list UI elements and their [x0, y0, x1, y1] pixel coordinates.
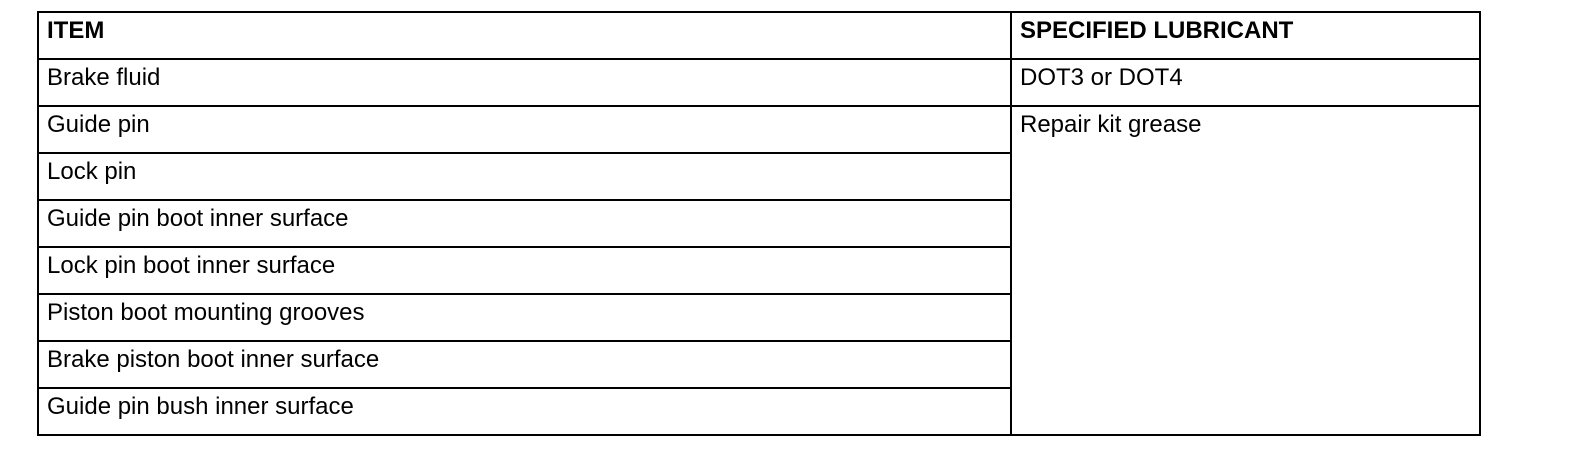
- table-row: Piston boot mounting grooves: [37, 293, 1480, 342]
- item-cell: Brake fluid: [37, 58, 1012, 107]
- table-row: Brake fluid DOT3 or DOT4: [37, 58, 1481, 107]
- item-cell: Brake piston boot inner surface: [37, 340, 1012, 389]
- table-row: Guide pin bush inner surface: [37, 387, 1480, 436]
- header-item: ITEM: [37, 11, 1012, 60]
- table-row: Guide pin boot inner surface: [37, 199, 1480, 248]
- lubricant-table: ITEM SPECIFIED LUBRICANT Brake fluid DOT…: [37, 11, 1481, 436]
- lubricant-cell: Repair kit grease: [1010, 105, 1481, 436]
- header-specified-lubricant: SPECIFIED LUBRICANT: [1010, 11, 1481, 60]
- table-row: Lock pin: [37, 152, 1480, 201]
- table-row: Brake piston boot inner surface: [37, 340, 1480, 389]
- lubricant-cell: DOT3 or DOT4: [1010, 58, 1481, 107]
- item-cell: Piston boot mounting grooves: [37, 293, 1012, 342]
- table-header-row: ITEM SPECIFIED LUBRICANT: [37, 11, 1481, 60]
- item-cell: Guide pin boot inner surface: [37, 199, 1012, 248]
- item-cell: Guide pin bush inner surface: [37, 387, 1012, 436]
- table-row: Lock pin boot inner surface: [37, 246, 1480, 295]
- table-row: Guide pin Repair kit grease: [37, 105, 1481, 436]
- item-cell: Lock pin boot inner surface: [37, 246, 1012, 295]
- item-cell: Guide pin: [37, 105, 1012, 154]
- item-cell: Lock pin: [37, 152, 1012, 201]
